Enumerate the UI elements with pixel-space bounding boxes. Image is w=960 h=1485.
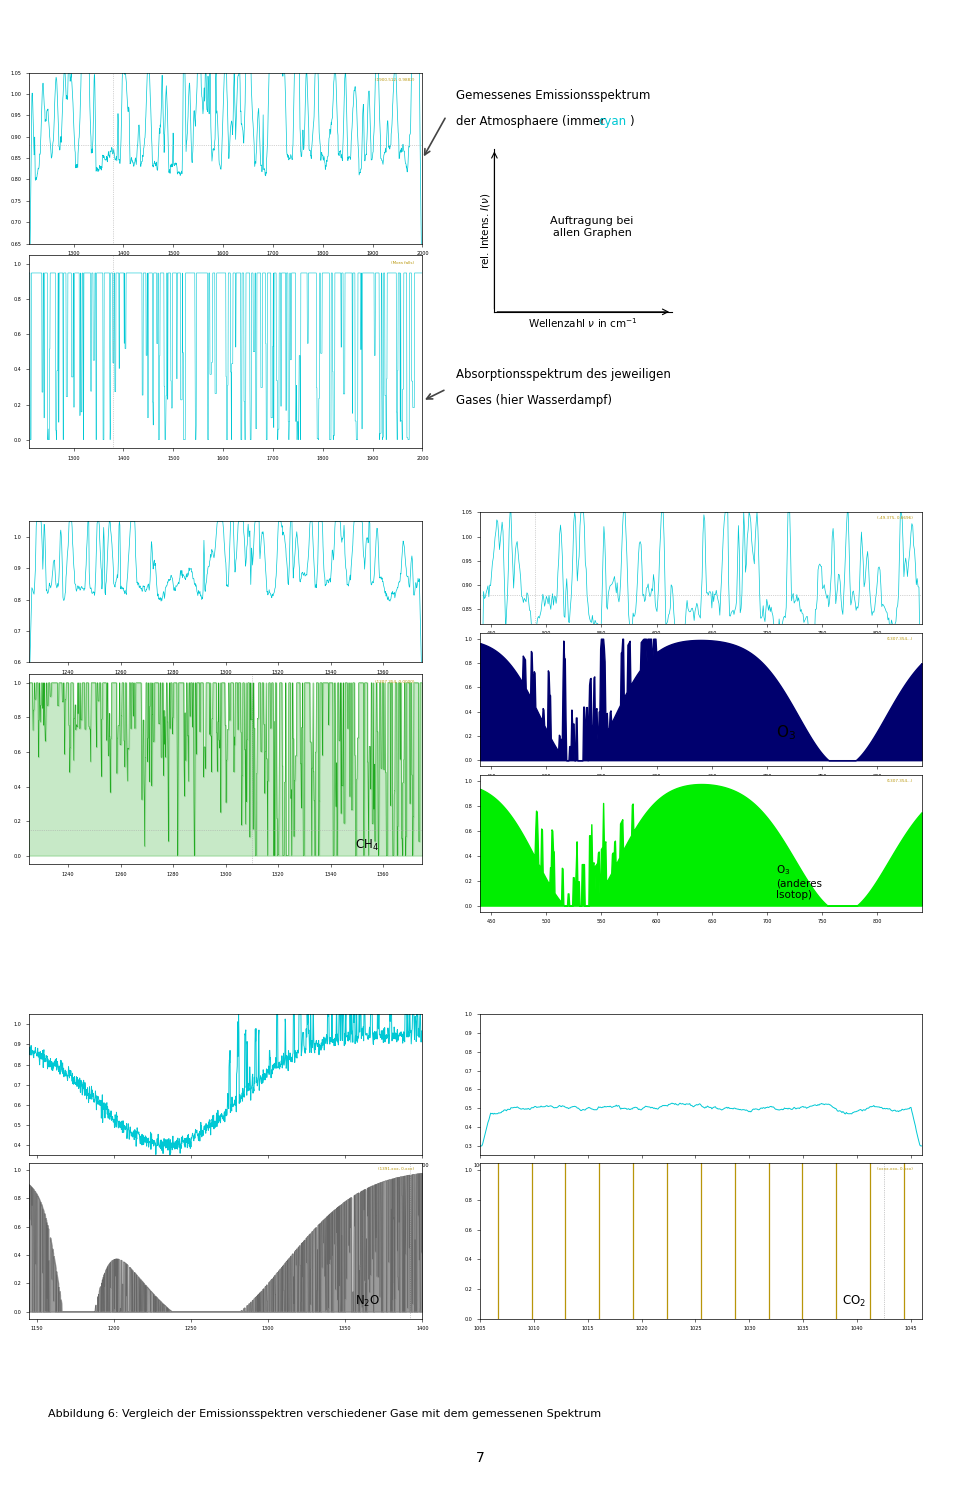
Text: (1900.512, 0.9882): (1900.512, 0.9882) [375, 77, 415, 82]
Text: (1307.354...): (1307.354...) [886, 637, 913, 640]
Text: Gases (hier Wasserdampf): Gases (hier Wasserdampf) [456, 395, 612, 407]
Text: (-49.375, 0.6696): (-49.375, 0.6696) [876, 515, 913, 520]
Text: (1307.354...): (1307.354...) [886, 780, 913, 783]
Text: (1307.354, 0.0000): (1307.354, 0.0000) [375, 680, 415, 685]
Text: CO$_2$: CO$_2$ [842, 1295, 866, 1310]
Text: O$_3$: O$_3$ [776, 723, 796, 742]
Text: (xxxx.xxx, 0.xxx): (xxxx.xxx, 0.xxx) [876, 1167, 913, 1172]
Text: der Atmosphaere (immer: der Atmosphaere (immer [456, 116, 609, 128]
Y-axis label: rel. Intens. $I(\nu)$: rel. Intens. $I(\nu)$ [479, 192, 492, 269]
Text: ): ) [629, 116, 634, 128]
Text: N$_2$O: N$_2$O [355, 1295, 380, 1310]
X-axis label: Wellenzahl $\nu$ in cm$^{-1}$: Wellenzahl $\nu$ in cm$^{-1}$ [528, 316, 638, 330]
Text: Auftragung bei
allen Graphen: Auftragung bei allen Graphen [550, 217, 634, 238]
Text: Gemessenes Emissionsspektrum: Gemessenes Emissionsspektrum [456, 89, 650, 101]
Text: Absorptionsspektrum des jeweiligen: Absorptionsspektrum des jeweiligen [456, 368, 671, 380]
Text: cyan: cyan [598, 116, 626, 128]
Text: Abbildung 6: Vergleich der Emissionsspektren verschiedener Gase mit dem gemessen: Abbildung 6: Vergleich der Emissionsspek… [48, 1409, 601, 1418]
Text: (1391.xxx, 0.xxx): (1391.xxx, 0.xxx) [378, 1167, 415, 1172]
Text: O$_3$
(anderes
Isotop): O$_3$ (anderes Isotop) [776, 863, 822, 900]
Text: (Mora falls): (Mora falls) [392, 261, 415, 266]
Text: 7: 7 [475, 1451, 485, 1466]
Text: CH$_4$: CH$_4$ [355, 838, 379, 852]
